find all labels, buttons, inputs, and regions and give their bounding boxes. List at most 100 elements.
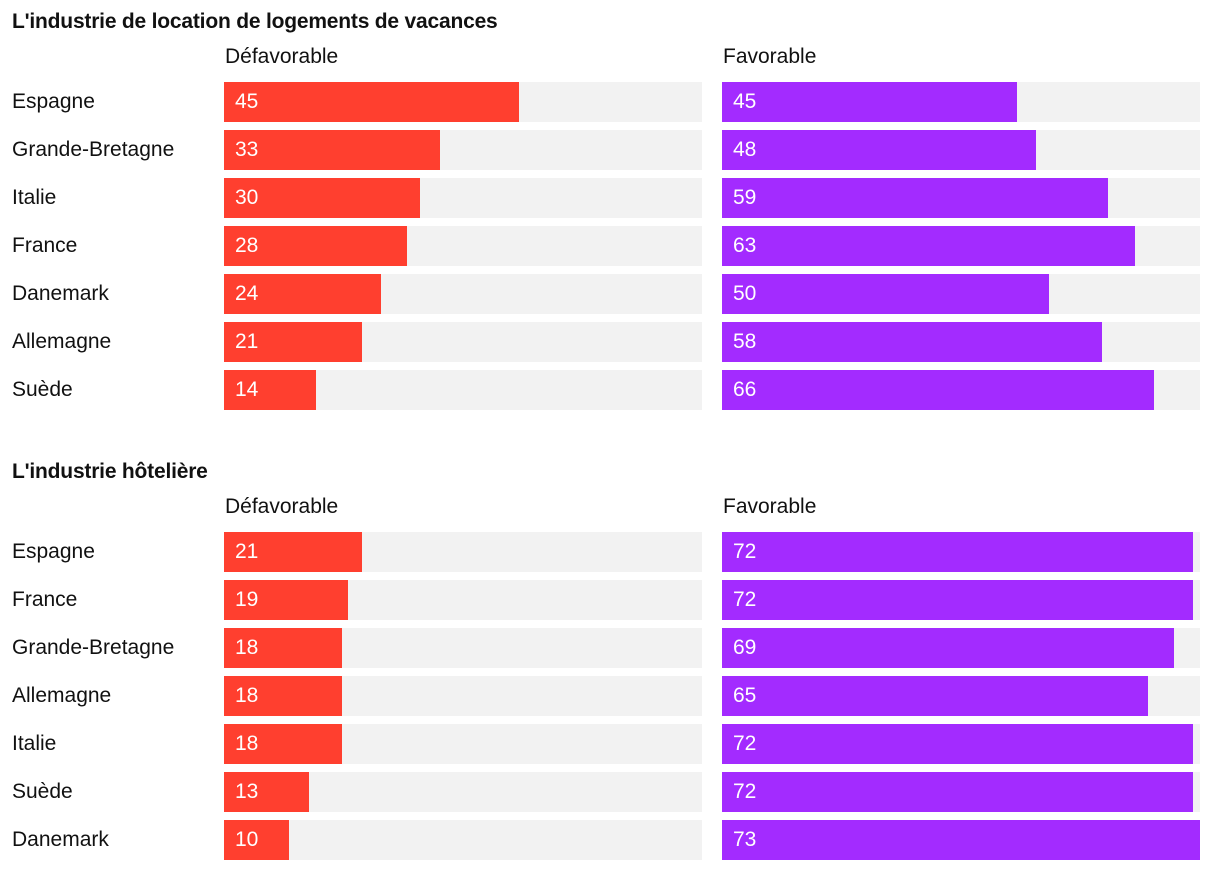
bar-value-label: 13 [235, 780, 259, 803]
bar-unfavorable [224, 772, 309, 812]
bar-track-favorable: 63 [722, 226, 1200, 266]
bar-value-label: 21 [235, 330, 259, 353]
bar-unfavorable [224, 370, 316, 410]
bar-unfavorable [224, 226, 407, 266]
bar-favorable [722, 628, 1174, 668]
bar-value-label: 59 [733, 186, 757, 209]
bar-value-label: 58 [733, 330, 757, 353]
category-label: Italie [12, 732, 57, 755]
bar-favorable [722, 676, 1148, 716]
bar-unfavorable [224, 676, 342, 716]
bar-track-unfavorable: 33 [224, 130, 702, 170]
bar-unfavorable [224, 580, 348, 620]
bar-track-unfavorable: 18 [224, 628, 702, 668]
bar-unfavorable [224, 628, 342, 668]
bar-track-unfavorable: 14 [224, 370, 702, 410]
bar-track-unfavorable: 19 [224, 580, 702, 620]
bar-track-unfavorable: 21 [224, 322, 702, 362]
bar-favorable [722, 724, 1193, 764]
bar-favorable [722, 226, 1135, 266]
bar-value-label: 69 [733, 636, 757, 659]
bar-value-label: 18 [235, 636, 259, 659]
bar-track-favorable: 45 [722, 82, 1200, 122]
bar-track-unfavorable: 28 [224, 226, 702, 266]
bar-track-unfavorable: 45 [224, 82, 702, 122]
bar-favorable [722, 322, 1102, 362]
bar-value-label: 65 [733, 684, 757, 707]
category-label: Danemark [12, 828, 109, 851]
bar-track-favorable: 66 [722, 370, 1200, 410]
bar-track-favorable: 72 [722, 724, 1200, 764]
bar-unfavorable [224, 724, 342, 764]
bar-track-unfavorable: 24 [224, 274, 702, 314]
bar-value-label: 66 [733, 378, 757, 401]
bar-track-favorable: 73 [722, 820, 1200, 860]
category-label: Suède [12, 780, 73, 803]
bar-track-unfavorable: 18 [224, 724, 702, 764]
bar-unfavorable [224, 274, 381, 314]
bar-favorable [722, 130, 1036, 170]
bar-unfavorable [224, 178, 420, 218]
category-label: Italie [12, 186, 57, 209]
bar-value-label: 72 [733, 732, 757, 755]
bar-track-favorable: 59 [722, 178, 1200, 218]
bar-value-label: 72 [733, 588, 757, 611]
category-label: Grande-Bretagne [12, 636, 175, 659]
chart-panel-2: L'industrie hôtelière Défavorable Favorabl… [0, 450, 1220, 870]
bar-favorable [722, 532, 1193, 572]
category-label: Espagne [12, 90, 95, 113]
category-label: Allemagne [12, 684, 112, 707]
bar-track-favorable: 65 [722, 676, 1200, 716]
bar-unfavorable [224, 130, 440, 170]
bar-unfavorable [224, 322, 362, 362]
bar-value-label: 18 [235, 732, 259, 755]
bar-value-label: 30 [235, 186, 259, 209]
bar-value-label: 72 [733, 540, 757, 563]
bar-unfavorable [224, 82, 519, 122]
bar-value-label: 18 [235, 684, 259, 707]
series-header-favorable: Favorable [723, 495, 817, 518]
bar-favorable [722, 580, 1193, 620]
bar-track-favorable: 50 [722, 274, 1200, 314]
bar-unfavorable [224, 820, 289, 860]
series-header-unfavorable: Défavorable [225, 495, 339, 518]
bar-value-label: 72 [733, 780, 757, 803]
bar-unfavorable [224, 532, 362, 572]
bar-track-unfavorable: 21 [224, 532, 702, 572]
chart-title: L'industrie hôtelière [12, 460, 208, 483]
bar-track-favorable: 69 [722, 628, 1200, 668]
bar-track-favorable: 48 [722, 130, 1200, 170]
bar-value-label: 33 [235, 138, 259, 161]
bar-favorable [722, 82, 1017, 122]
category-label: Grande-Bretagne [12, 138, 175, 161]
bar-favorable [722, 370, 1154, 410]
bar-favorable [722, 820, 1200, 860]
bar-value-label: 45 [733, 90, 757, 113]
chart-panel-1: L'industrie de location de logements de … [0, 0, 1220, 420]
bar-track-unfavorable: 18 [224, 676, 702, 716]
bar-value-label: 73 [733, 828, 757, 851]
bar-value-label: 10 [235, 828, 259, 851]
bar-value-label: 24 [235, 282, 259, 305]
bar-value-label: 14 [235, 378, 259, 401]
bar-value-label: 50 [733, 282, 757, 305]
bar-favorable [722, 274, 1049, 314]
bar-favorable [722, 772, 1193, 812]
bar-value-label: 19 [235, 588, 259, 611]
bar-track-favorable: 58 [722, 322, 1200, 362]
chart-title: L'industrie de location de logements de … [12, 10, 498, 33]
bar-track-unfavorable: 13 [224, 772, 702, 812]
category-label: France [12, 234, 78, 257]
category-label: Espagne [12, 540, 95, 563]
bar-value-label: 21 [235, 540, 259, 563]
bar-value-label: 45 [235, 90, 259, 113]
category-label: Allemagne [12, 330, 112, 353]
bar-track-favorable: 72 [722, 772, 1200, 812]
category-label: Danemark [12, 282, 109, 305]
series-header-unfavorable: Défavorable [225, 45, 339, 68]
bar-track-favorable: 72 [722, 532, 1200, 572]
bar-value-label: 48 [733, 138, 757, 161]
series-header-favorable: Favorable [723, 45, 817, 68]
bar-value-label: 28 [235, 234, 259, 257]
bar-favorable [722, 178, 1108, 218]
